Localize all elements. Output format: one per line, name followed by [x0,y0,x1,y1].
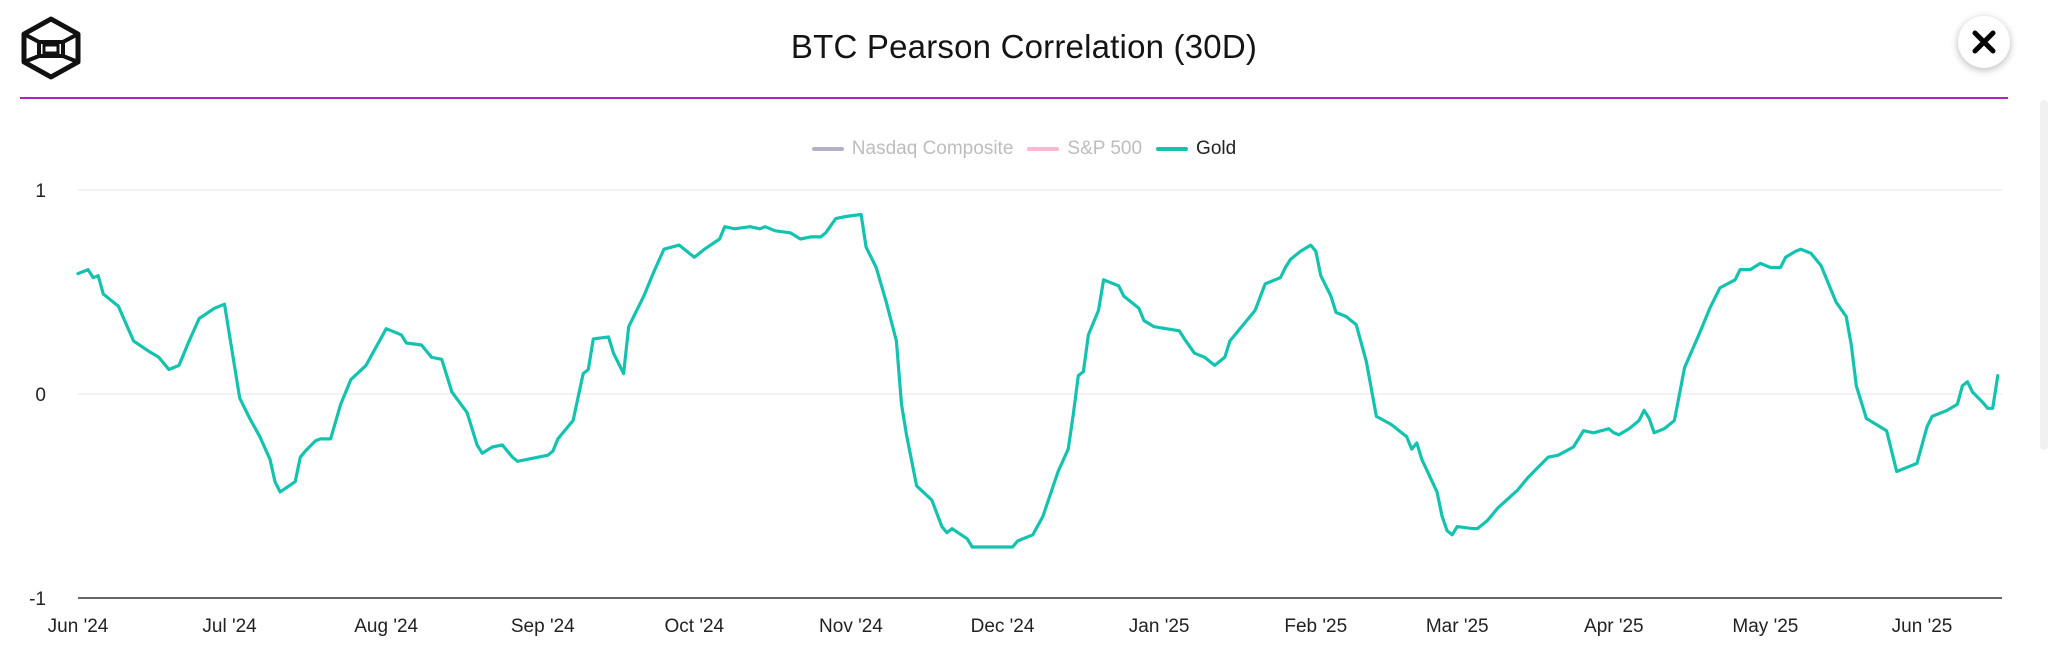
legend-label-nasdaq: Nasdaq Composite [851,138,1014,159]
header-divider [20,97,2008,99]
x-tick-label: Apr '25 [1584,616,1644,637]
y-tick-label: -1 [29,589,46,610]
x-tick-label: May '25 [1732,616,1798,637]
series-line-gold [76,212,2000,549]
x-tick-label: Mar '25 [1426,616,1489,637]
legend-label-sp500: S&P 500 [1067,138,1143,159]
x-tick-label: Jul '24 [202,616,257,637]
y-tick-label: 0 [35,385,46,406]
legend-item-nasdaq[interactable]: Nasdaq Composite [811,138,1014,160]
close-icon[interactable] [1971,29,1997,55]
legend-item-sp500[interactable]: S&P 500 [1027,138,1142,160]
x-tick-label: Feb '25 [1284,616,1347,637]
close-button[interactable] [1958,16,2010,68]
cube-logo-icon [20,16,82,80]
x-tick-label: Jun '25 [1892,616,1953,637]
legend-label-gold: Gold [1196,138,1237,159]
legend-swatch-gold [1156,147,1189,151]
legend-swatch-sp500 [1027,147,1060,151]
x-tick-label: Jan '25 [1129,616,1190,637]
legend-item-gold[interactable]: Gold [1156,138,1236,160]
chart-legend: Nasdaq Composite S&P 500 Gold [0,138,2048,160]
x-tick-label: Nov '24 [819,616,883,637]
x-tick-label: Aug '24 [354,616,418,637]
legend-swatch-nasdaq [811,147,844,151]
y-tick-label: 1 [35,181,46,202]
x-tick-label: Sep '24 [511,616,575,637]
x-tick-label: Dec '24 [971,616,1035,637]
x-tick-label: Jun '24 [48,616,109,637]
grid-layer [78,189,2002,599]
page-title: BTC Pearson Correlation (30D) [790,28,1258,65]
scrollbar[interactable] [2040,100,2048,450]
series-layer [76,212,2000,549]
x-tick-label: Oct '24 [665,616,725,637]
